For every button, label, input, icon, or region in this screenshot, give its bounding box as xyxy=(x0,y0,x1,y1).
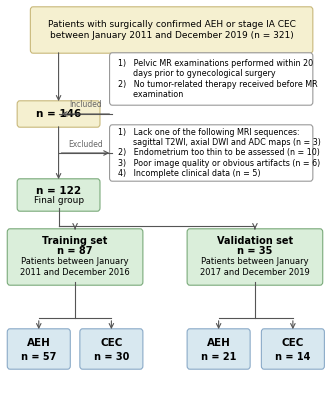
Text: AEH: AEH xyxy=(27,338,51,348)
Text: CEC: CEC xyxy=(282,338,304,348)
Text: n = 146: n = 146 xyxy=(36,109,81,119)
Text: Patients between January
2017 and December 2019: Patients between January 2017 and Decemb… xyxy=(200,257,310,277)
FancyBboxPatch shape xyxy=(80,329,143,369)
Text: Training set: Training set xyxy=(42,236,108,246)
Text: 1)   Pelvic MR examinations performed within 20
      days prior to gynecologica: 1) Pelvic MR examinations performed with… xyxy=(118,59,318,99)
Text: 1)   Lack one of the following MRI sequences:
      sagittal T2WI, axial DWI and: 1) Lack one of the following MRI sequenc… xyxy=(118,128,321,178)
Text: Included: Included xyxy=(69,100,102,109)
Text: n = 87: n = 87 xyxy=(57,246,93,256)
FancyBboxPatch shape xyxy=(110,53,313,105)
Text: Patients between January
2011 and December 2016: Patients between January 2011 and Decemb… xyxy=(20,257,130,277)
FancyBboxPatch shape xyxy=(7,229,143,285)
Text: Excluded: Excluded xyxy=(68,140,103,149)
FancyBboxPatch shape xyxy=(7,329,70,369)
Text: CEC: CEC xyxy=(100,338,122,348)
FancyBboxPatch shape xyxy=(110,125,313,181)
FancyBboxPatch shape xyxy=(261,329,324,369)
Text: n = 14: n = 14 xyxy=(275,352,311,362)
FancyBboxPatch shape xyxy=(17,179,100,211)
FancyBboxPatch shape xyxy=(30,7,313,53)
Text: AEH: AEH xyxy=(207,338,231,348)
FancyBboxPatch shape xyxy=(17,101,100,127)
FancyBboxPatch shape xyxy=(187,229,323,285)
Text: n = 122: n = 122 xyxy=(36,186,81,196)
Text: n = 57: n = 57 xyxy=(21,352,56,362)
Text: Final group: Final group xyxy=(34,196,83,206)
FancyBboxPatch shape xyxy=(187,329,250,369)
Text: Patients with surgically confirmed AEH or stage IA CEC
between January 2011 and : Patients with surgically confirmed AEH o… xyxy=(48,20,296,40)
Text: n = 35: n = 35 xyxy=(237,246,273,256)
Text: n = 30: n = 30 xyxy=(94,352,129,362)
Text: n = 21: n = 21 xyxy=(201,352,236,362)
Text: Validation set: Validation set xyxy=(217,236,293,246)
